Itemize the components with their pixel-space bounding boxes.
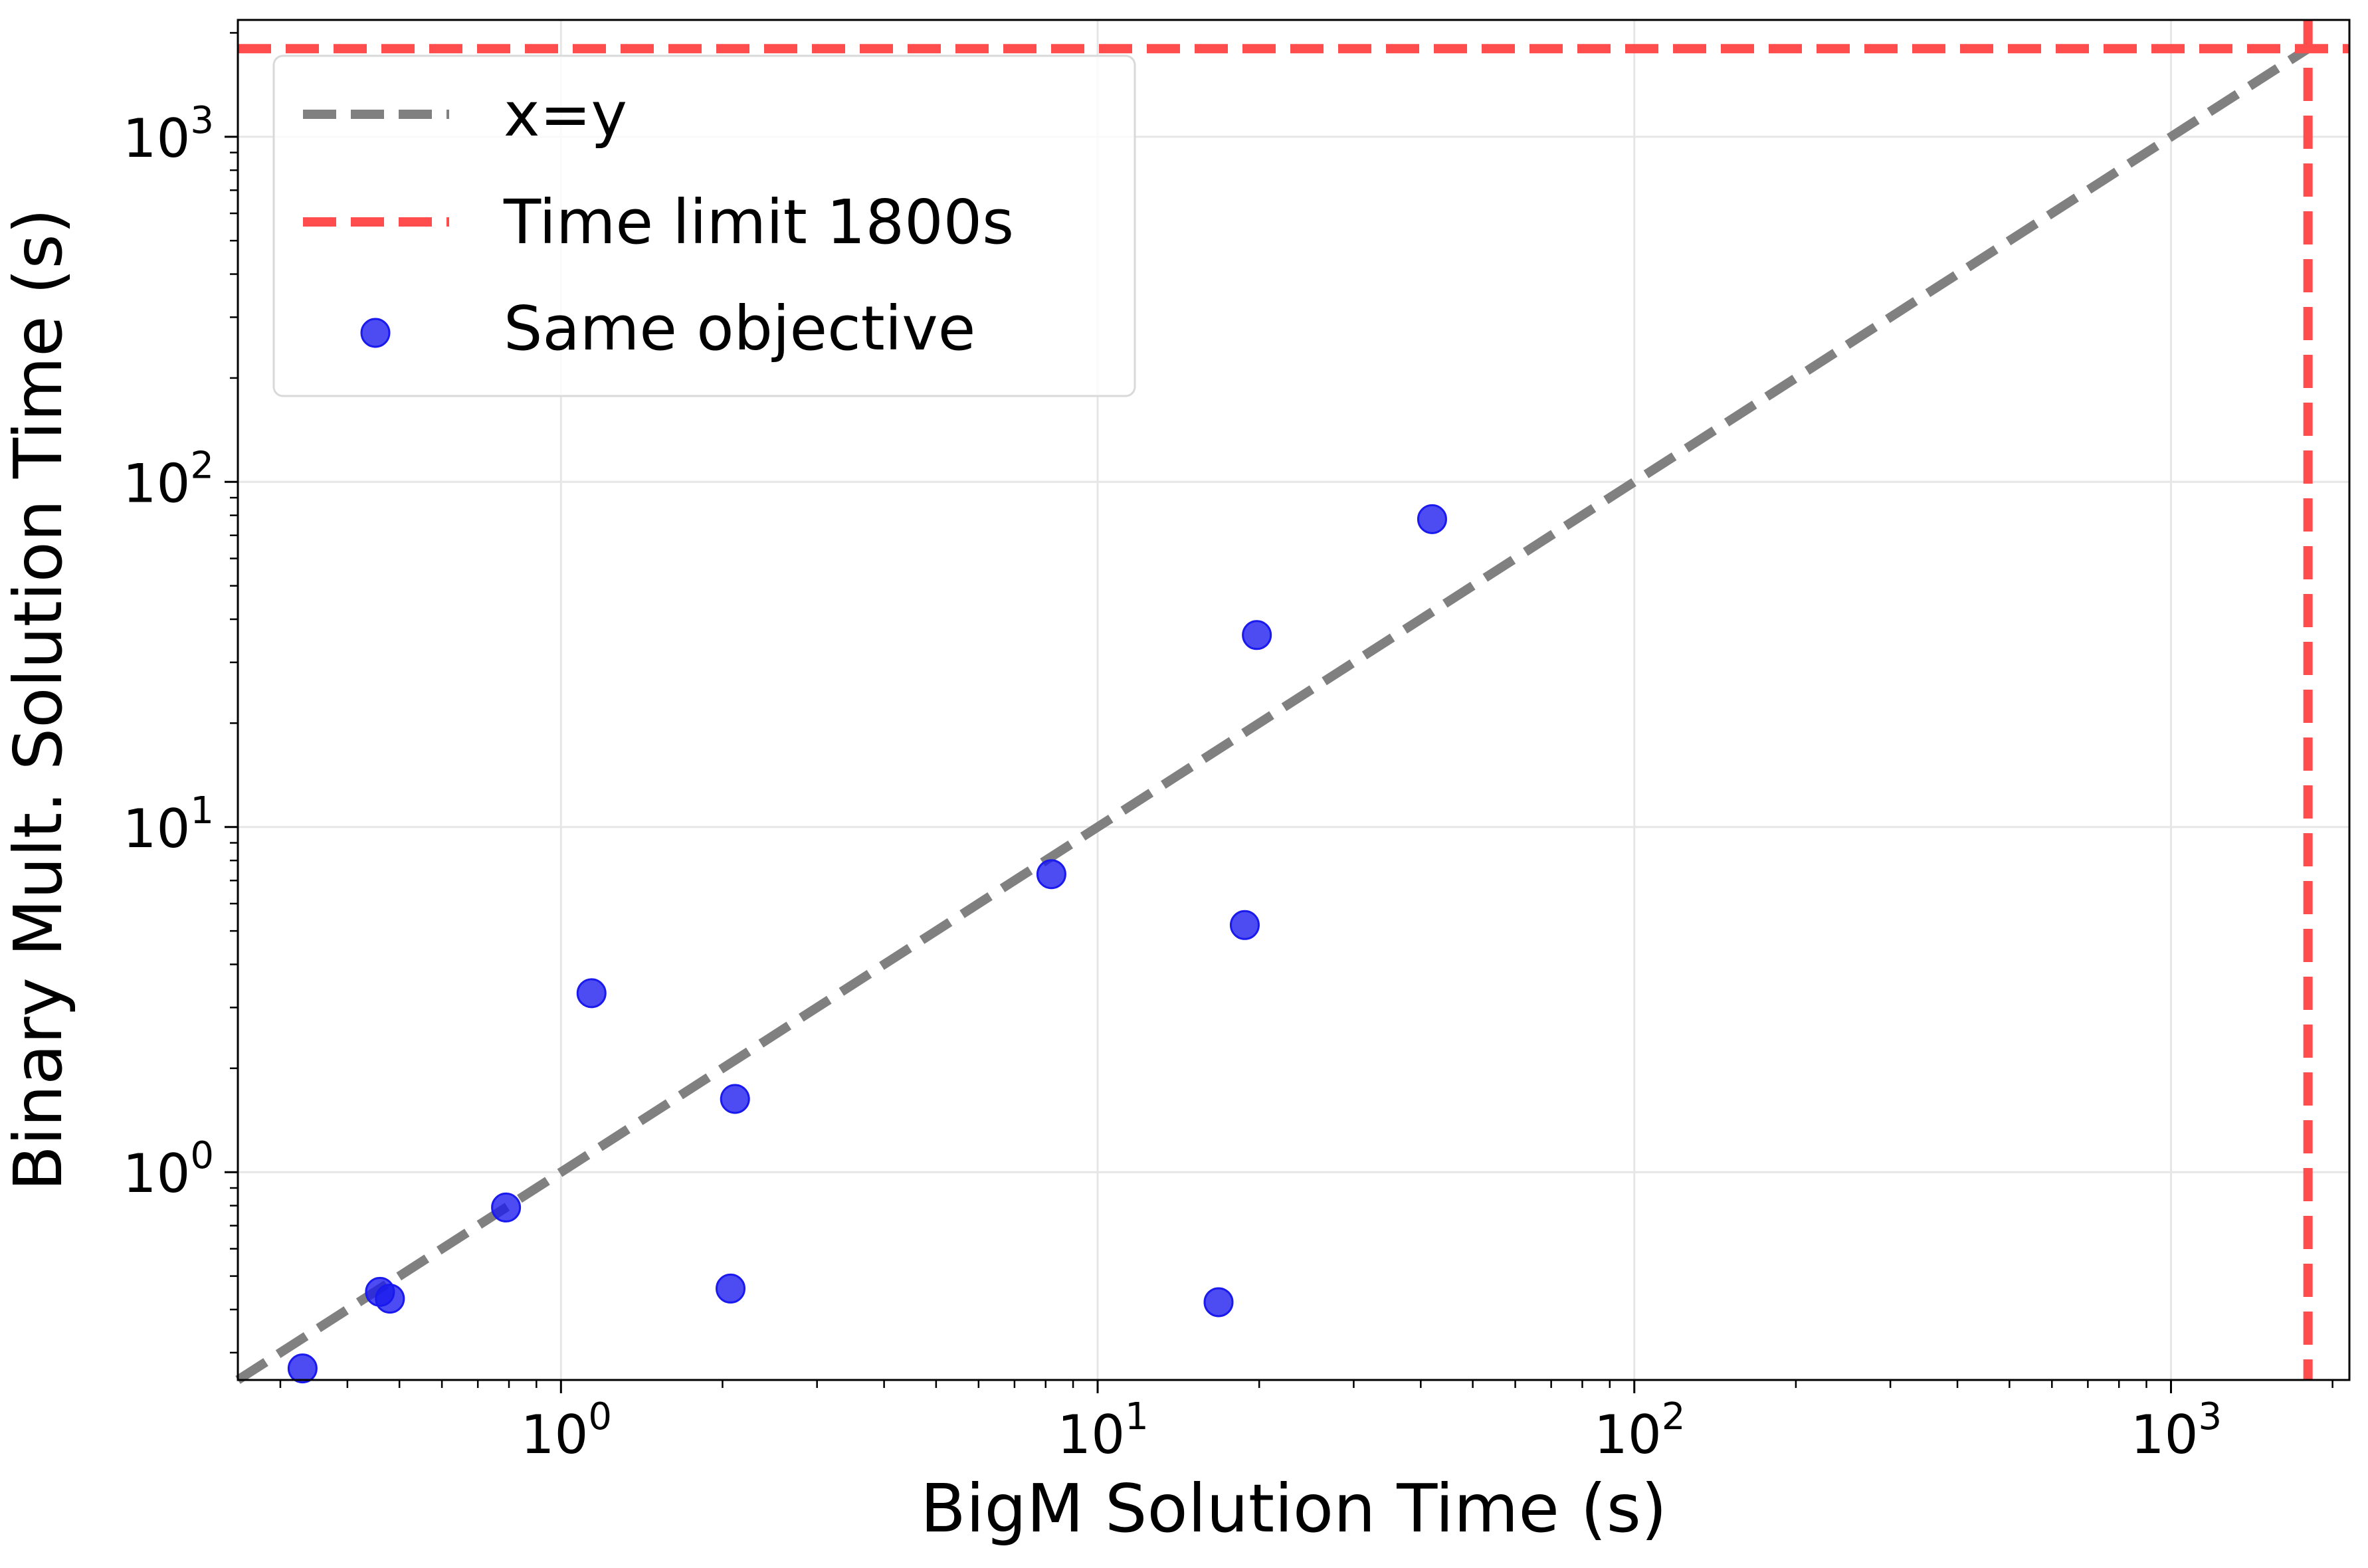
legend-box [272,54,1136,397]
y-axis-ticks: 100 101 102 103 [123,32,238,1354]
data-point [375,1284,405,1314]
data-point [1242,620,1272,650]
data-point [1417,504,1447,534]
legend: x=y Time limit 1800s Same objective [272,54,1136,397]
reference-lines [235,20,2349,1384]
legend-label-time-limit: Time limit 1800s [503,187,1014,258]
data-point [716,1273,746,1304]
data-point [491,1192,522,1223]
x-axis-label: BigM Solution Time (s) [920,1470,1667,1547]
y-axis-label: Binary Mult. Solution Time (s) [0,208,77,1191]
y-tick-label: 100 [123,1134,214,1205]
legend-marker-same-objective [360,318,391,348]
x-tick-label: 103 [2131,1395,2222,1466]
x-tick-label: 101 [1057,1395,1148,1466]
data-point [1036,859,1066,890]
data-points [287,504,1447,1384]
y-tick-label: 102 [123,444,214,514]
x-tick-label: 100 [521,1395,612,1466]
x-axis-ticks: 100 101 102 103 [279,1380,2333,1466]
data-point [1229,910,1260,940]
identity-line [235,45,2311,1384]
legend-label-identity-line: x=y [504,79,627,150]
x-tick-label: 102 [1594,1395,1685,1466]
data-point [1203,1287,1234,1318]
legend-label-same-objective: Same objective [504,293,975,364]
y-tick-label: 103 [123,99,214,169]
y-tick-label: 101 [123,789,214,860]
data-point [287,1353,318,1384]
plot-frame [237,19,2351,1381]
data-point [720,1084,750,1114]
data-point [576,978,607,1009]
